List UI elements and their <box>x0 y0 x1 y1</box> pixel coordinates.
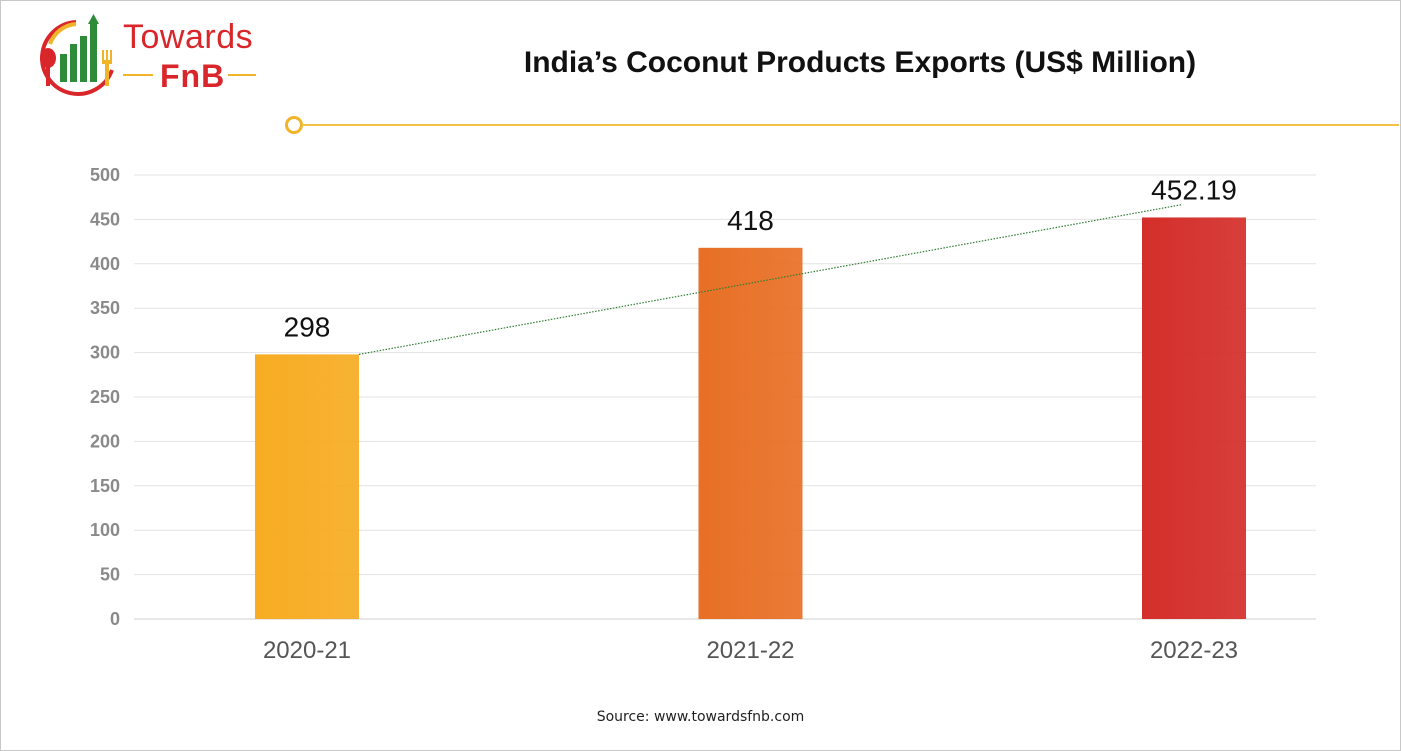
y-tick-label: 100 <box>90 520 120 540</box>
bars <box>255 217 1246 620</box>
x-category-label: 2020-21 <box>263 637 351 664</box>
data-label: 452.19 <box>1151 174 1237 205</box>
bar-2020-21 <box>255 354 359 619</box>
logo-mark-icon <box>40 14 114 96</box>
y-tick-label: 350 <box>90 298 120 318</box>
title-divider <box>302 124 1399 126</box>
data-label: 418 <box>727 205 774 236</box>
brand-name-top: Towards <box>123 18 254 56</box>
x-category-label: 2022-23 <box>1150 637 1238 664</box>
bar-2021-22 <box>698 247 803 620</box>
brand-name-bottom: FnB <box>160 58 226 94</box>
x-category-label: 2021-22 <box>706 637 794 664</box>
source-note: Source: www.towardsfnb.com <box>596 709 805 725</box>
y-tick-label: 50 <box>100 565 120 585</box>
y-tick-label: 500 <box>90 165 120 185</box>
y-tick-label: 150 <box>90 476 120 496</box>
y-tick-label: 400 <box>90 254 120 274</box>
x-axis-categories: 2020-21 2021-22 2022-23 <box>263 637 1238 664</box>
brand-rule-right <box>228 74 256 76</box>
y-axis-ticks: 0 50 100 150 200 250 300 350 400 450 500 <box>90 165 120 629</box>
brand-rule-left <box>123 74 153 76</box>
y-tick-label: 250 <box>90 387 120 407</box>
y-tick-label: 300 <box>90 343 120 363</box>
data-labels: 298 418 452.19 <box>284 174 1237 342</box>
y-tick-label: 200 <box>90 431 120 451</box>
y-tick-label: 0 <box>110 609 120 629</box>
trendline-line <box>358 204 1183 355</box>
bar-2022-23 <box>1142 217 1246 620</box>
chart-title: India’s Coconut Products Exports (US$ Mi… <box>523 46 1197 79</box>
data-label: 298 <box>284 311 331 342</box>
divider-dot <box>285 116 303 134</box>
y-tick-label: 450 <box>90 209 120 229</box>
trendline <box>358 204 1183 355</box>
brand-logo: Towards FnB <box>36 14 276 98</box>
